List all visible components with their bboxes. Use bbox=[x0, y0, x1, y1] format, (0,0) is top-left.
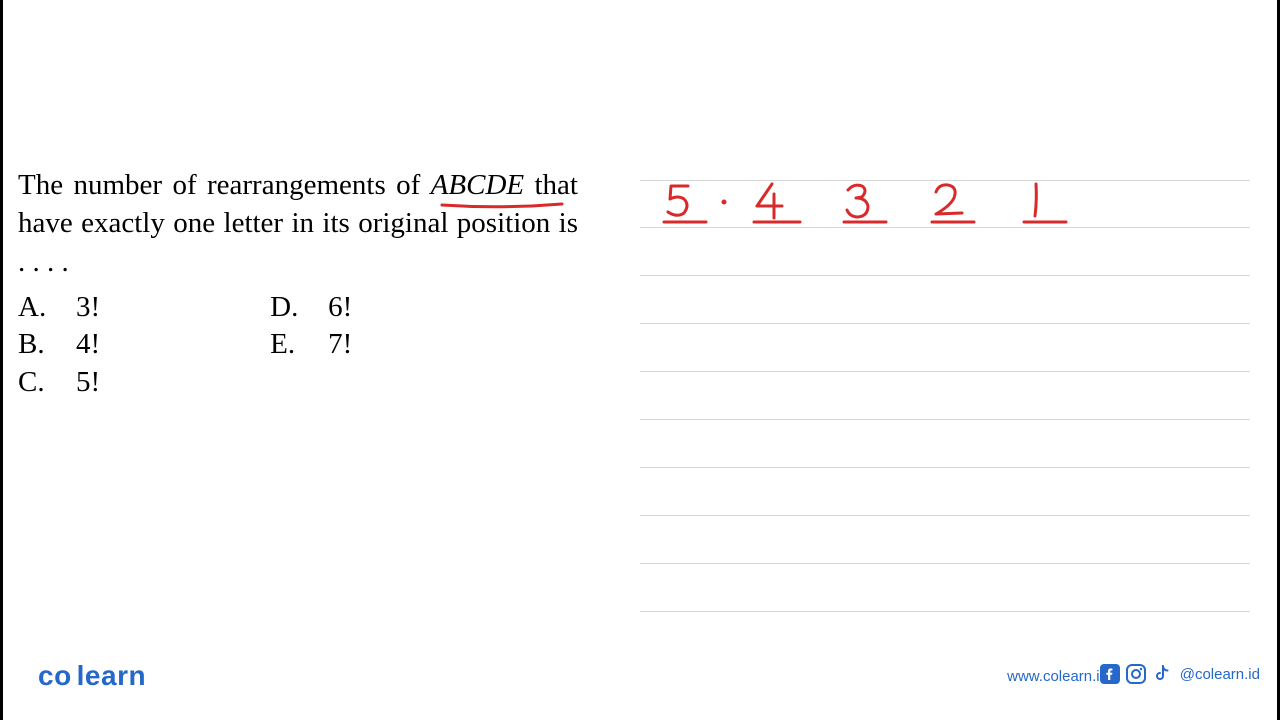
ruled-line bbox=[640, 371, 1250, 372]
tiktok-icon bbox=[1152, 664, 1172, 684]
handwriting bbox=[654, 180, 1154, 235]
ruled-line bbox=[640, 611, 1250, 612]
options-container: A. 3! B. 4! C. 5! D. 6! E. 7! bbox=[18, 289, 578, 402]
option-c: C. 5! bbox=[18, 364, 100, 402]
option-e: E. 7! bbox=[270, 326, 352, 364]
ruled-line bbox=[640, 275, 1250, 276]
social-icons: @colearn.id bbox=[1100, 664, 1260, 684]
logo-learn: learn bbox=[77, 660, 146, 691]
ruled-line bbox=[640, 419, 1250, 420]
option-value: 6! bbox=[328, 289, 352, 327]
question-text: The number of rearrangements of ABCDE th… bbox=[18, 166, 578, 281]
facebook-icon bbox=[1100, 664, 1120, 684]
question-panel: The number of rearrangements of ABCDE th… bbox=[18, 166, 578, 402]
options-col-1: A. 3! B. 4! C. 5! bbox=[18, 289, 100, 402]
ruled-line bbox=[640, 563, 1250, 564]
abcde-underline bbox=[440, 202, 564, 210]
frame-border-left bbox=[0, 0, 3, 720]
option-d: D. 6! bbox=[270, 289, 352, 327]
ruled-line bbox=[640, 467, 1250, 468]
option-value: 3! bbox=[76, 289, 100, 327]
option-b: B. 4! bbox=[18, 326, 100, 364]
social-handle: @colearn.id bbox=[1180, 666, 1260, 683]
option-value: 4! bbox=[76, 326, 100, 364]
option-letter: A. bbox=[18, 289, 76, 327]
option-letter: C. bbox=[18, 364, 76, 402]
instagram-icon bbox=[1126, 664, 1146, 684]
footer: co learn www.colearn.id @colearn.id bbox=[0, 654, 1280, 694]
option-letter: E. bbox=[270, 326, 328, 364]
question-italic: ABCDE bbox=[431, 169, 524, 201]
option-letter: D. bbox=[270, 289, 328, 327]
options-col-2: D. 6! E. 7! bbox=[270, 289, 352, 402]
option-value: 7! bbox=[328, 326, 352, 364]
logo-co: co bbox=[38, 660, 72, 691]
ruled-line bbox=[640, 515, 1250, 516]
question-part1: The number of rearrangements of bbox=[18, 169, 431, 201]
website-url: www.colearn.id bbox=[1007, 668, 1108, 685]
option-letter: B. bbox=[18, 326, 76, 364]
option-value: 5! bbox=[76, 364, 100, 402]
colearn-logo: co learn bbox=[38, 660, 146, 692]
handwriting-svg bbox=[654, 180, 1154, 230]
option-a: A. 3! bbox=[18, 289, 100, 327]
ruled-line bbox=[640, 323, 1250, 324]
